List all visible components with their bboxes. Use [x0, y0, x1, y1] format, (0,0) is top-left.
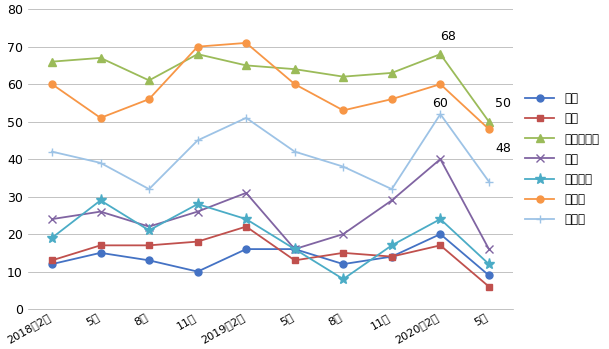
販売	[340, 232, 347, 236]
単純工	[194, 138, 201, 142]
Line: サービス: サービス	[46, 195, 495, 285]
事務	[437, 243, 444, 247]
販売	[97, 209, 104, 214]
管理	[146, 258, 153, 262]
Line: 単純工: 単純工	[48, 110, 493, 193]
販売	[48, 217, 55, 221]
建設技術者	[388, 71, 395, 75]
Text: 50: 50	[496, 97, 512, 110]
管理	[437, 232, 444, 236]
管理	[388, 254, 395, 259]
管理	[242, 247, 250, 251]
建設技術者	[340, 75, 347, 79]
管理	[48, 262, 55, 266]
管理	[291, 247, 298, 251]
Text: 48: 48	[496, 142, 512, 155]
Line: 建設技術者: 建設技術者	[48, 50, 493, 126]
サービス	[291, 247, 298, 251]
技能工	[388, 97, 395, 101]
Text: 60: 60	[432, 97, 448, 110]
Line: 管理: 管理	[49, 231, 492, 279]
管理	[340, 262, 347, 266]
サービス	[146, 228, 153, 232]
管理	[194, 269, 201, 274]
Line: 販売: 販売	[48, 155, 493, 253]
Legend: 管理, 事務, 建設技術者, 販売, サービス, 技能工, 単純工: 管理, 事務, 建設技術者, 販売, サービス, 技能工, 単純工	[519, 87, 605, 232]
建設技術者	[97, 56, 104, 60]
サービス	[97, 198, 104, 202]
単純工	[340, 164, 347, 169]
サービス	[242, 217, 250, 221]
管理	[97, 251, 104, 255]
建設技術者	[437, 52, 444, 56]
販売	[291, 247, 298, 251]
事務	[194, 239, 201, 244]
技能工	[97, 116, 104, 120]
サービス	[388, 243, 395, 247]
技能工	[340, 108, 347, 112]
サービス	[437, 217, 444, 221]
サービス	[485, 262, 493, 266]
建設技術者	[242, 63, 250, 67]
事務	[242, 224, 250, 229]
販売	[485, 247, 493, 251]
技能工	[146, 97, 153, 101]
サービス	[48, 236, 55, 240]
事務	[48, 258, 55, 262]
単純工	[242, 116, 250, 120]
Line: 技能工: 技能工	[49, 39, 492, 133]
販売	[194, 209, 201, 214]
技能工	[48, 82, 55, 86]
技能工	[485, 127, 493, 131]
技能工	[242, 41, 250, 45]
単純工	[485, 179, 493, 184]
事務	[485, 284, 493, 289]
事務	[340, 251, 347, 255]
技能工	[291, 82, 298, 86]
建設技術者	[194, 52, 201, 56]
単純工	[48, 149, 55, 154]
単純工	[291, 149, 298, 154]
建設技術者	[291, 67, 298, 71]
販売	[146, 224, 153, 229]
単純工	[97, 161, 104, 165]
販売	[437, 157, 444, 161]
販売	[388, 198, 395, 202]
建設技術者	[48, 60, 55, 64]
単純工	[388, 187, 395, 191]
事務	[146, 243, 153, 247]
事務	[388, 254, 395, 259]
サービス	[340, 277, 347, 281]
単純工	[437, 112, 444, 116]
Line: 事務: 事務	[49, 223, 492, 290]
Text: 68: 68	[440, 30, 456, 43]
販売	[242, 191, 250, 195]
事務	[97, 243, 104, 247]
建設技術者	[146, 78, 153, 82]
サービス	[194, 202, 201, 206]
単純工	[146, 187, 153, 191]
管理	[485, 273, 493, 277]
建設技術者	[485, 120, 493, 124]
事務	[291, 258, 298, 262]
技能工	[194, 45, 201, 49]
技能工	[437, 82, 444, 86]
